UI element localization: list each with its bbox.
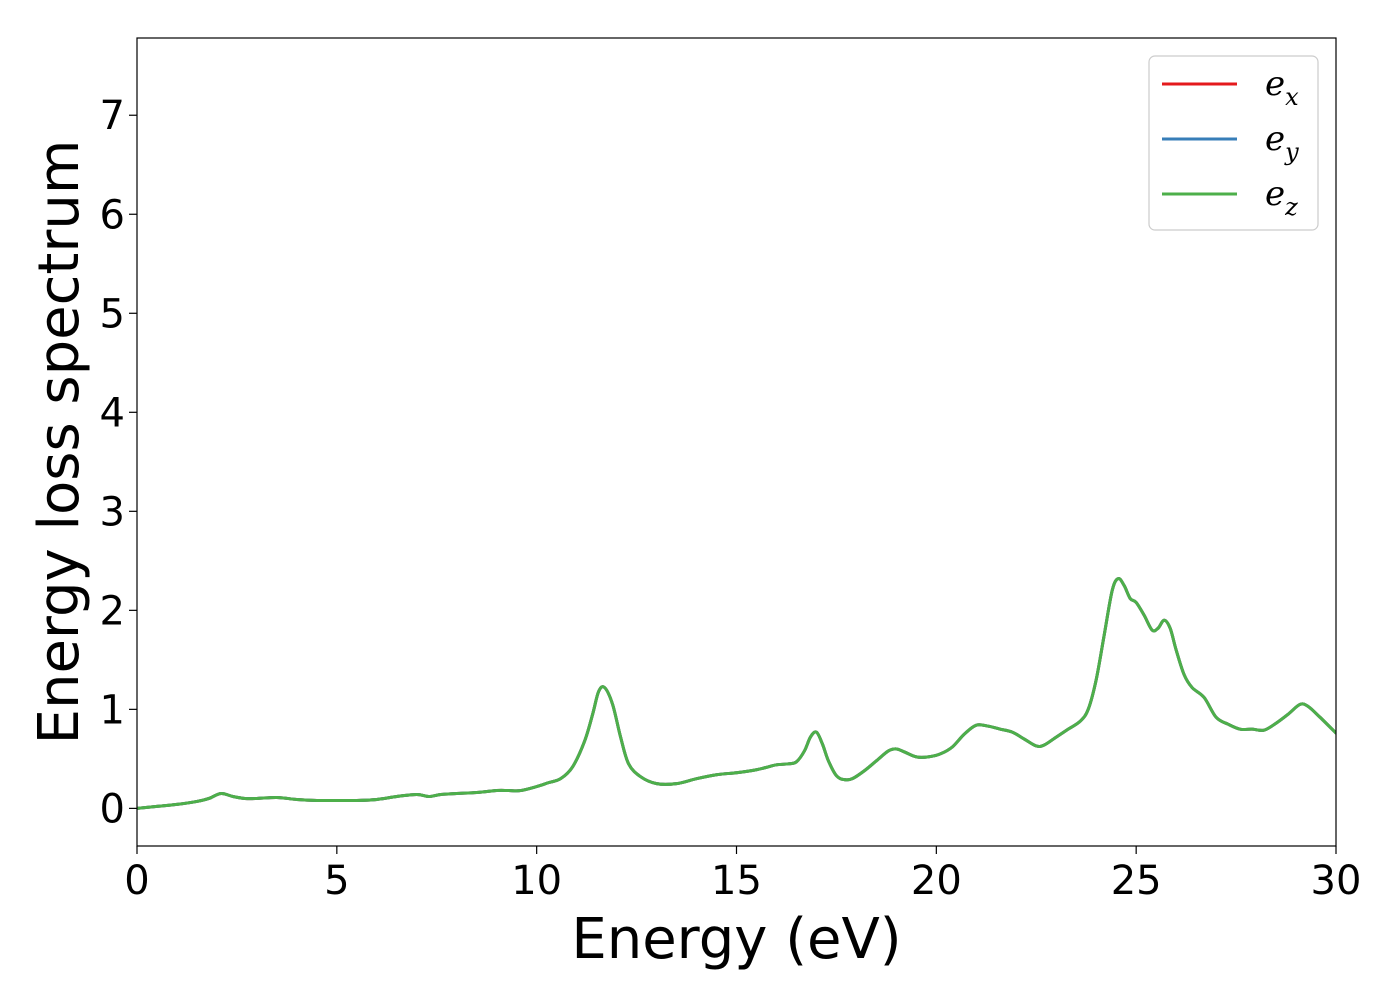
y-tick-label: 5 <box>100 291 125 337</box>
y-tick-label: 1 <box>100 687 125 733</box>
x-axis-label: Energy (eV) <box>571 907 901 972</box>
y-tick-label: 2 <box>100 588 125 634</box>
legend: ex ey ez <box>1148 55 1319 231</box>
legend-box <box>1148 55 1319 231</box>
y-tick-label: 6 <box>100 192 125 238</box>
y-axis: 0 1 2 3 4 5 6 7 <box>100 93 137 832</box>
x-tick-label: 25 <box>1111 858 1162 904</box>
legend-entry-z: ez <box>1265 174 1298 221</box>
y-tick-label: 0 <box>100 786 125 832</box>
x-tick-label: 10 <box>511 858 562 904</box>
x-axis: 0 5 10 15 20 25 30 <box>124 846 1361 904</box>
y-tick-label: 4 <box>100 390 125 436</box>
x-tick-label: 15 <box>711 858 762 904</box>
series-line-z <box>137 577 1336 810</box>
x-tick-label: 0 <box>124 858 149 904</box>
x-tick-label: 5 <box>324 858 349 904</box>
legend-entry-x: ex <box>1265 64 1299 111</box>
y-axis-label: Energy loss spectrum <box>27 140 92 745</box>
y-tick-label: 3 <box>100 489 125 535</box>
x-tick-label: 30 <box>1311 858 1362 904</box>
x-tick-label: 20 <box>911 858 962 904</box>
plot-area <box>137 577 1336 810</box>
legend-entry-y: ey <box>1265 119 1299 166</box>
y-tick-label: 7 <box>100 93 125 139</box>
